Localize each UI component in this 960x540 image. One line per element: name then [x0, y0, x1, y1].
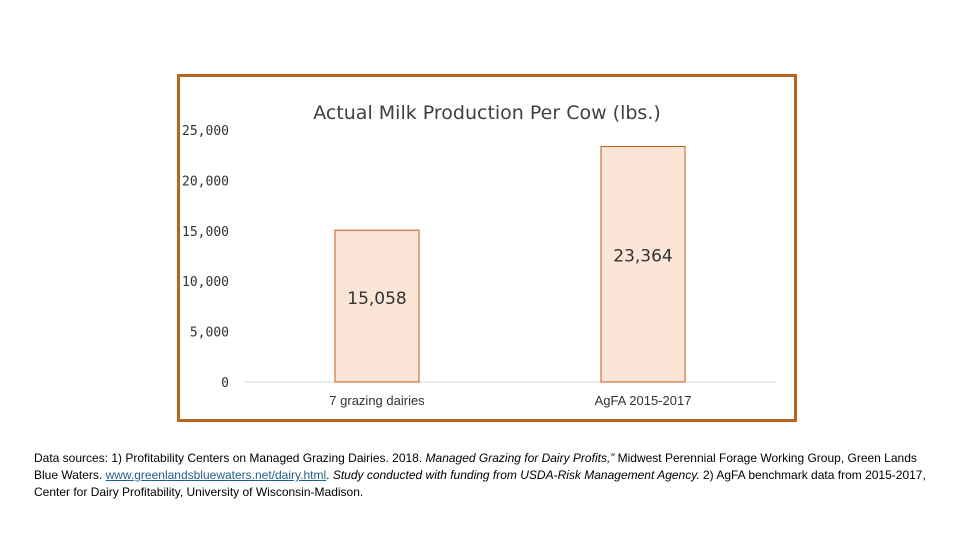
y-tick-label: 0 — [221, 376, 229, 391]
data-labels: 15,058 23,364 — [347, 246, 672, 309]
y-axis: 0 5,000 10,000 15,000 20,000 25,000 — [182, 124, 229, 391]
chart-frame — [177, 74, 797, 422]
y-tick-label: 5,000 — [190, 326, 229, 341]
bar — [334, 229, 420, 383]
bar-series — [334, 145, 686, 383]
sources-text-5: Study conducted with funding from USDA-R… — [332, 468, 700, 482]
y-tick-label: 10,000 — [182, 275, 229, 290]
x-axis: 7 grazing dairies AgFA 2015-2017 — [329, 393, 691, 408]
sources-text-6: 2) AgFA benchmark data from 2015-2017, C… — [34, 468, 926, 499]
y-tick-label: 20,000 — [182, 174, 229, 189]
sources-text-4: . — [326, 468, 333, 482]
sources-text-2: Managed Grazing for Dairy Profits,” — [425, 451, 618, 465]
data-sources-note: Data sources: 1) Profitability Centers o… — [34, 450, 940, 501]
sources-link[interactable]: www.greenlandsbluewaters.net/dairy.html — [105, 468, 327, 482]
bar — [600, 145, 686, 383]
sources-text-3: Midwest Perennial Forage Working Group, … — [34, 451, 917, 482]
data-label: 23,364 — [613, 246, 672, 266]
x-tick-label: 7 grazing dairies — [329, 393, 425, 408]
data-label: 15,058 — [347, 289, 406, 309]
x-tick-label: AgFA 2015-2017 — [595, 393, 692, 408]
y-tick-label: 25,000 — [182, 124, 229, 139]
sources-text-1: Data sources: 1) Profitability Centers o… — [34, 451, 426, 465]
y-tick-label: 15,000 — [182, 225, 229, 240]
chart-title: Actual Milk Production Per Cow (lbs.) — [313, 102, 661, 124]
